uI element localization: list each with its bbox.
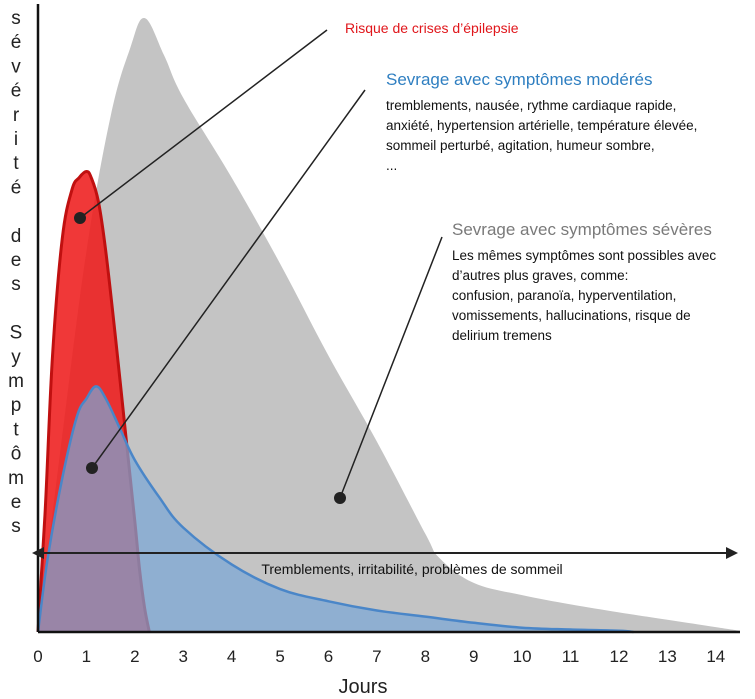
severe-line: d’autres plus graves, comme: <box>452 268 628 283</box>
y-axis-label-char: p <box>11 395 22 416</box>
severe-line: vomissements, hallucinations, risque de <box>452 308 691 323</box>
baseline-arrow <box>32 547 738 559</box>
x-tick-label: 11 <box>562 647 580 666</box>
x-axis-label: Jours <box>339 676 388 698</box>
y-axis-label-char: t <box>13 153 19 174</box>
x-tick-label: 9 <box>469 647 478 666</box>
x-tick-label: 7 <box>372 647 381 666</box>
seizure-pointer-dot <box>74 212 86 224</box>
chart-axes <box>36 4 740 634</box>
y-axis-label-char: é <box>11 81 22 102</box>
x-tick-label: 8 <box>421 647 430 666</box>
y-axis-label-char: i <box>14 129 18 150</box>
seizure-risk-title: Risque de crises d’épilepsie <box>345 20 519 36</box>
severe-pointer-dot <box>334 492 346 504</box>
y-axis-label-char: s <box>11 274 21 295</box>
x-axis-ticks: 0 1 2 3 4 5 6 7 8 9 10 11 12 13 14 <box>33 647 725 666</box>
series-line-2 <box>36 385 634 634</box>
annotation-pointers <box>74 29 443 504</box>
moderate-title: Sevrage avec symptômes modérés <box>386 70 652 89</box>
severe-line: confusion, paranoïa, hyperventilation, <box>452 288 676 303</box>
y-axis-label-char: s <box>11 516 21 537</box>
x-tick-label: 13 <box>658 647 677 666</box>
y-axis-label-char: e <box>11 250 22 271</box>
y-axis-label-char: m <box>8 468 24 489</box>
y-axis-label-char: ô <box>11 444 22 465</box>
y-axis-label-char: t <box>13 419 19 440</box>
y-axis-label-char: v <box>11 56 21 77</box>
y-axis-label-char: r <box>13 105 20 126</box>
severe-line: delirium tremens <box>452 328 552 343</box>
y-axis-label-char: d <box>11 226 22 247</box>
x-tick-label: 3 <box>179 647 188 666</box>
x-tick-label: 1 <box>82 647 91 666</box>
y-axis-label-char: e <box>11 492 22 513</box>
series-area-0 <box>38 17 740 632</box>
moderate-line: tremblements, nausée, rythme cardiaque r… <box>386 98 676 113</box>
x-tick-label: 5 <box>275 647 284 666</box>
baseline-label: Tremblements, irritabilité, problèmes de… <box>261 561 562 577</box>
series-area-2 <box>38 386 634 632</box>
x-tick-label: 2 <box>130 647 139 666</box>
x-tick-label: 0 <box>33 647 42 666</box>
y-axis-label-char: m <box>8 371 24 392</box>
y-axis-label-char: s <box>11 8 21 29</box>
y-axis-label-char: é <box>11 32 22 53</box>
x-tick-label: 14 <box>706 647 725 666</box>
y-axis-label-char: é <box>11 177 22 198</box>
y-axis-label-char: y <box>11 347 21 368</box>
severe-title: Sevrage avec symptômes sévères <box>452 220 712 239</box>
x-tick-label: 12 <box>610 647 629 666</box>
y-axis-label-char: S <box>10 323 23 344</box>
x-tick-label: 6 <box>324 647 333 666</box>
severe-line: Les mêmes symptômes sont possibles avec <box>452 248 716 263</box>
x-tick-label: 4 <box>227 647 236 666</box>
moderate-line: ... <box>386 158 397 173</box>
moderate-line: sommeil perturbé, agitation, humeur somb… <box>386 138 655 153</box>
moderate-line: anxiété, hypertension artérielle, tempér… <box>386 118 697 133</box>
moderate-pointer-dot <box>86 462 98 474</box>
x-tick-label: 10 <box>513 647 532 666</box>
chart-areas <box>36 17 740 634</box>
